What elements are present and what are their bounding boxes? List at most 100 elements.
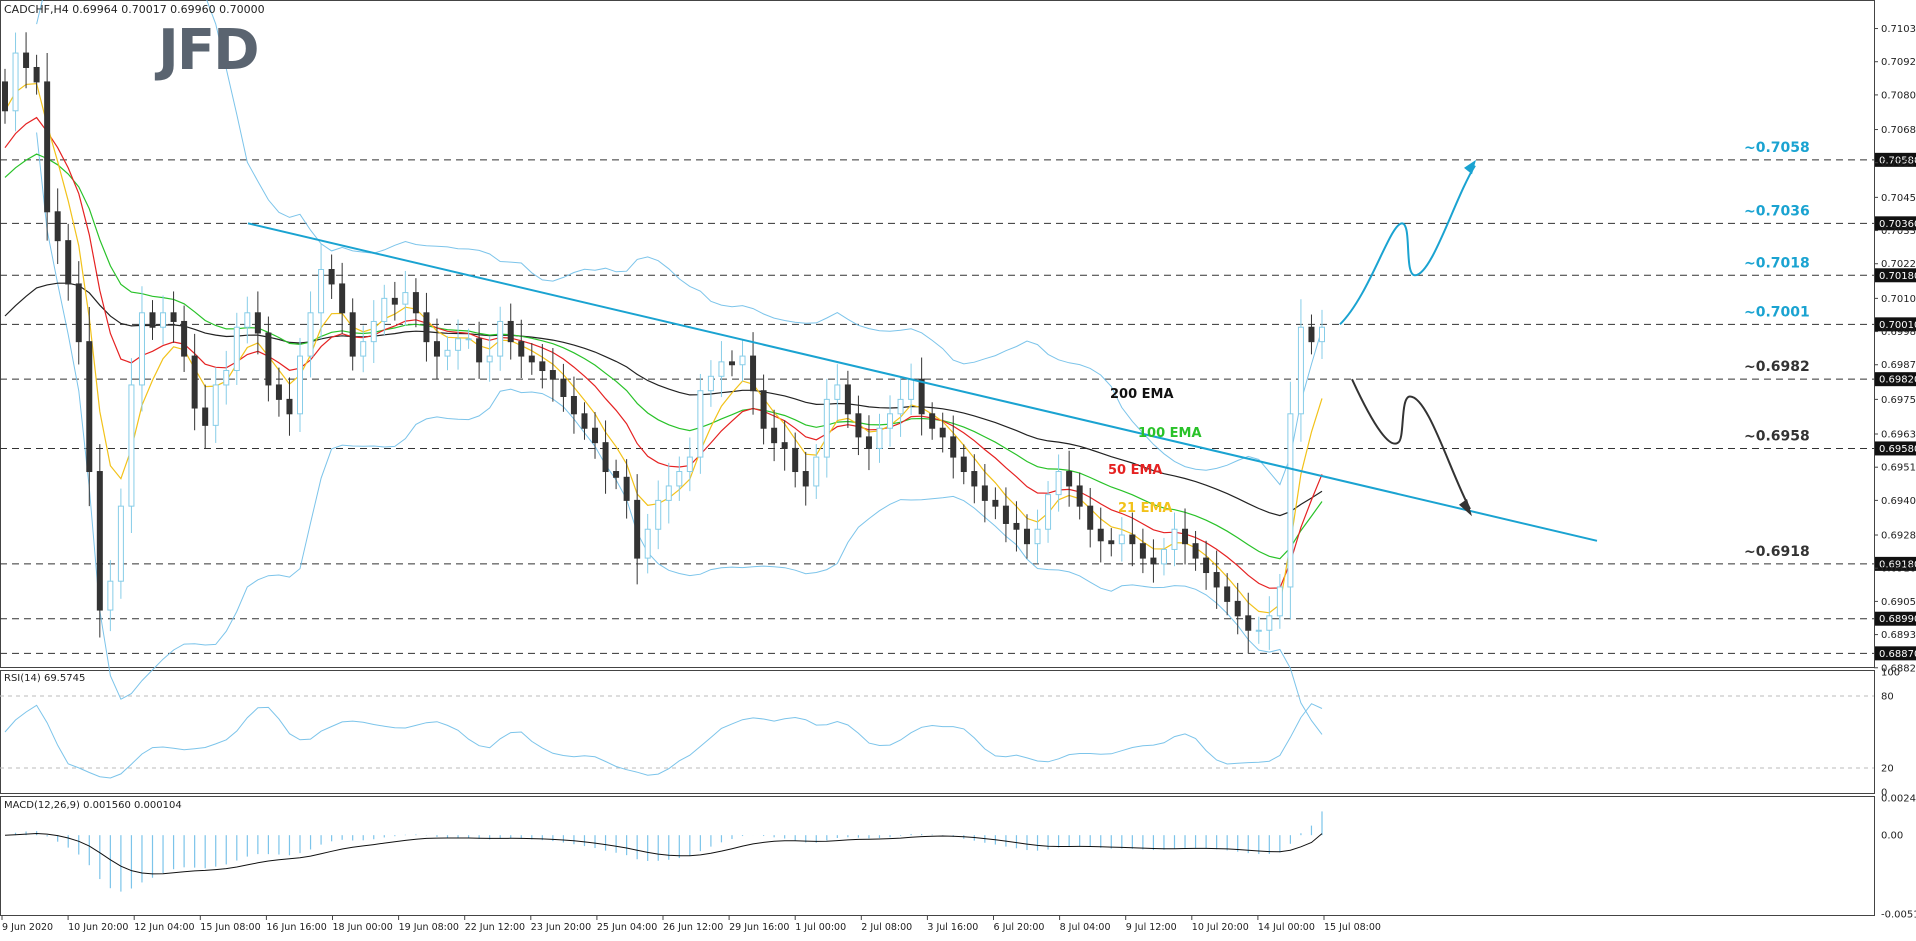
ema-200-line (4, 282, 1323, 517)
candle-body (1129, 534, 1136, 545)
candle-body (1308, 326, 1315, 343)
candle-body (349, 312, 356, 357)
candle-body (981, 485, 988, 501)
bollinger-lower (36, 132, 1323, 735)
candle-body (918, 378, 925, 415)
candle-body (54, 211, 61, 242)
candle-body (402, 292, 409, 305)
candle-body (381, 297, 388, 322)
candle-body (1276, 586, 1283, 617)
candle-body (107, 580, 114, 611)
candle-body (707, 375, 714, 392)
candle-body (223, 370, 230, 386)
candle-body (202, 407, 209, 426)
candle-body (718, 361, 725, 377)
level-label: ~0.7036 (1744, 203, 1810, 219)
candle-body (570, 395, 577, 415)
rsi-tick-label: 0 (1881, 788, 1887, 799)
candle-body (992, 499, 999, 507)
candle-body (855, 413, 862, 438)
bearish-scenario-path (1351, 378, 1471, 510)
candle-body (802, 471, 809, 487)
macd-tick-label: 0.00 (1881, 831, 1903, 842)
candle-body (1234, 600, 1241, 617)
candle-body (634, 499, 641, 559)
candle-body (170, 312, 177, 322)
level-tag (1875, 372, 1916, 387)
candle-body (160, 312, 167, 328)
ema-label: 100 EMA (1138, 426, 1202, 441)
candle-body (318, 269, 325, 314)
candle-body (539, 361, 546, 372)
x-tick-label: 25 Jun 04:00 (597, 922, 657, 933)
ema-label: 200 EMA (1110, 387, 1174, 402)
candle-body (244, 312, 251, 328)
candle-body (1192, 543, 1199, 559)
candle-body (23, 52, 30, 68)
candle-body (950, 436, 957, 458)
candle-body (275, 384, 282, 400)
rsi-line (4, 703, 1323, 779)
bullish-arrowhead (1464, 159, 1476, 175)
level-tag (1875, 216, 1916, 231)
candle-body (1213, 572, 1220, 588)
candle-body (128, 384, 135, 507)
level-label: ~0.6982 (1744, 359, 1810, 375)
level-tag (1875, 611, 1916, 626)
y-tick-label: 0.70685 (1881, 125, 1916, 136)
x-tick-label: 26 Jun 12:00 (663, 922, 723, 933)
candle-body (897, 398, 904, 415)
candle-body (1160, 548, 1167, 565)
rsi-tick-label: 80 (1881, 692, 1894, 703)
candle-body (65, 240, 72, 285)
candle-body (592, 427, 599, 444)
candle-body (823, 398, 830, 458)
candle-body (1076, 485, 1083, 507)
candle-body (887, 413, 894, 429)
candle-body (1087, 505, 1094, 530)
jfd-logo: JFD (158, 18, 260, 83)
candle-body (560, 378, 567, 397)
candle-body (602, 442, 609, 473)
level-label: ~0.7058 (1744, 140, 1810, 156)
candle-body (1171, 528, 1178, 550)
rsi-tick-label: 100 (1881, 668, 1900, 679)
candle-body (328, 269, 335, 285)
candle-body (1182, 528, 1189, 545)
candle-body (528, 355, 535, 363)
candle-body (613, 471, 620, 478)
candle-body (644, 528, 651, 559)
candle-body (971, 471, 978, 487)
candle-body (138, 312, 145, 386)
candle-body (212, 384, 219, 426)
candle-body (497, 320, 504, 357)
candle-body (1203, 557, 1210, 574)
x-tick-label: 16 Jun 16:00 (266, 922, 326, 933)
x-tick-label: 8 Jul 04:00 (1060, 922, 1111, 933)
candle-body (1045, 494, 1052, 530)
ema-50-line (4, 116, 1323, 589)
x-tick-label: 9 Jun 2020 (2, 922, 53, 933)
candle-body (792, 447, 799, 473)
candle-body (1266, 615, 1273, 631)
candle-body (254, 312, 261, 334)
candle-body (834, 384, 841, 400)
candle-body (117, 505, 124, 582)
x-tick-label: 19 Jun 08:00 (399, 922, 459, 933)
candle-body (265, 332, 272, 386)
candle-body (781, 442, 788, 449)
